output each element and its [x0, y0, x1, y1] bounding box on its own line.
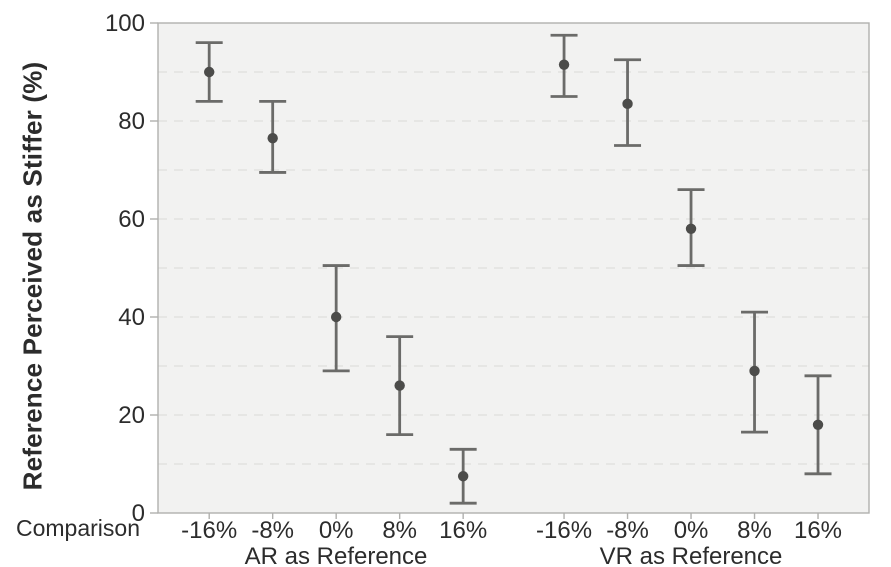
mean-point [457, 471, 469, 482]
mean-point [685, 223, 697, 234]
y-axis-title: Reference Perceived as Stiffer (%) [17, 61, 48, 491]
mean-point [749, 365, 760, 377]
x-tick-label: -16% [181, 517, 237, 544]
mean-point [812, 419, 824, 430]
x-tick-label: -8% [251, 517, 294, 544]
y-tick-label: 80 [118, 108, 145, 135]
x-tick-label: 8% [737, 517, 772, 544]
x-tick-label: 16% [439, 517, 487, 544]
mean-point [558, 59, 570, 70]
x-tick-label: 0% [319, 517, 354, 544]
y-tick-label: 0 [132, 500, 145, 527]
x-tick-label: 8% [382, 517, 417, 544]
y-tick-label: 100 [105, 10, 145, 37]
mean-point [267, 132, 278, 144]
group-label-ar-as-reference: AR as Reference [244, 543, 428, 567]
plot-border [157, 22, 870, 514]
mean-point [394, 380, 405, 391]
y-tick-label: 60 [118, 206, 145, 233]
mean-point [622, 98, 633, 110]
x-tick-label: 0% [674, 517, 709, 544]
mean-point [203, 66, 215, 78]
x-tick-label: -8% [606, 517, 649, 544]
y-tick-label: 20 [118, 402, 145, 429]
x-axis-title: Comparison [16, 515, 140, 541]
group-label-vr-as-reference: VR as Reference [599, 543, 783, 567]
y-tick-label: 40 [118, 304, 145, 331]
x-tick-label: -16% [536, 517, 592, 544]
x-tick-label: 16% [794, 517, 842, 544]
mean-point [330, 311, 342, 323]
